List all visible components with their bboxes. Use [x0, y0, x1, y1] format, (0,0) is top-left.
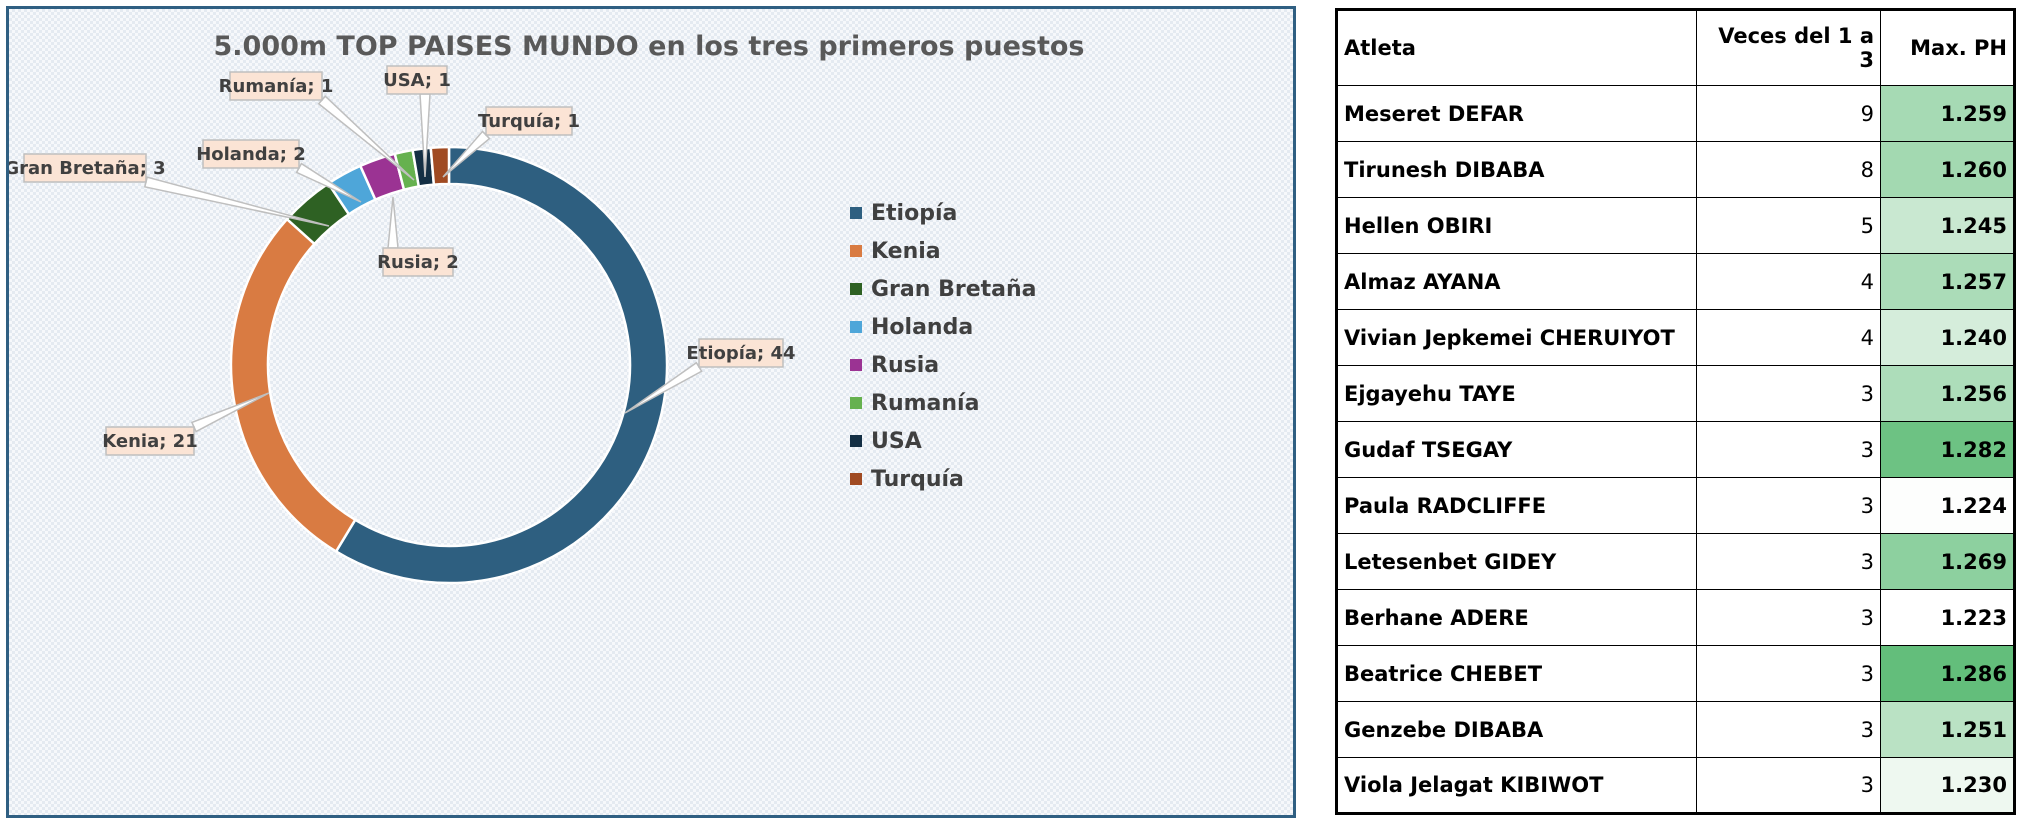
athlete-name: Viola Jelagat KIBIWOT: [1336, 757, 1697, 814]
chart-panel: 5.000m TOP PAISES MUNDO en los tres prim…: [6, 6, 1296, 818]
legend-entry: Etiopía: [871, 201, 957, 226]
data-label: Etiopía; 44: [686, 343, 795, 364]
data-label: USA; 1: [383, 70, 451, 91]
data-label: Kenia; 21: [102, 431, 197, 452]
data-label-box: [386, 65, 448, 95]
legend-swatch: [850, 245, 862, 257]
legend-entry: Gran Bretaña: [871, 277, 1036, 302]
legend-swatch: [850, 321, 862, 333]
times-top3: 3: [1696, 645, 1881, 702]
max-ph: 1.223: [1880, 589, 2015, 646]
times-top3: 3: [1696, 757, 1881, 814]
max-ph: 1.260: [1880, 141, 2015, 198]
athletes-table-panel: Atleta Veces del 1 a 3 Max. PH Meseret D…: [1335, 8, 2016, 815]
header-max-ph: Max. PH: [1880, 9, 2015, 86]
table-row: Genzebe DIBABA 3 1.251: [1336, 701, 2015, 758]
times-top3: 3: [1696, 421, 1881, 478]
data-label-box: [229, 71, 323, 101]
data-label-box: [382, 247, 454, 277]
times-top3: 3: [1696, 365, 1881, 422]
data-label: Holanda; 2: [196, 144, 306, 165]
max-ph: 1.230: [1880, 757, 2015, 814]
table-row: Letesenbet GIDEY 3 1.269: [1336, 533, 2015, 590]
table-row: Paula RADCLIFFE 3 1.224: [1336, 477, 2015, 534]
data-label: Rumanía; 1: [219, 76, 334, 97]
max-ph: 1.259: [1880, 85, 2015, 142]
times-top3: 8: [1696, 141, 1881, 198]
legend-entry: Turquía: [871, 467, 964, 492]
table-row: Gudaf TSEGAY 3 1.282: [1336, 421, 2015, 478]
max-ph: 1.269: [1880, 533, 2015, 590]
chart-title: 5.000m TOP PAISES MUNDO en los tres prim…: [214, 31, 1085, 62]
data-label: Turquía; 1: [478, 111, 580, 132]
donut-slice-1: [229, 217, 357, 554]
max-ph: 1.256: [1880, 365, 2015, 422]
table-row: Almaz AYANA 4 1.257: [1336, 253, 2015, 310]
legend-entry: Kenia: [871, 239, 941, 264]
legend-swatch: [850, 397, 862, 409]
legend-swatch: [850, 207, 862, 219]
legend-swatch: [850, 473, 862, 485]
max-ph: 1.286: [1880, 645, 2015, 702]
max-ph: 1.224: [1880, 477, 2015, 534]
times-top3: 3: [1696, 533, 1881, 590]
max-ph: 1.257: [1880, 253, 2015, 310]
legend-swatch: [850, 283, 862, 295]
athlete-name: Ejgayehu TAYE: [1336, 365, 1697, 422]
data-label-box: [485, 106, 573, 136]
header-veces: Veces del 1 a 3: [1696, 9, 1881, 86]
athlete-name: Meseret DEFAR: [1336, 85, 1697, 142]
table-row: Beatrice CHEBET 3 1.286: [1336, 645, 2015, 702]
athlete-name: Paula RADCLIFFE: [1336, 477, 1697, 534]
leader-line: [143, 176, 330, 227]
athlete-name: Beatrice CHEBET: [1336, 645, 1697, 702]
legend-swatch: [850, 435, 862, 447]
data-label: Rusia; 2: [377, 252, 459, 273]
leader-line: [387, 196, 399, 249]
times-top3: 3: [1696, 589, 1881, 646]
data-label-box: [698, 338, 784, 368]
table-row: Hellen OBIRI 5 1.245: [1336, 197, 2015, 254]
table-row: Viola Jelagat KIBIWOT 3 1.230: [1336, 757, 2015, 814]
athlete-name: Letesenbet GIDEY: [1336, 533, 1697, 590]
data-label-box: [23, 153, 147, 183]
times-top3: 4: [1696, 253, 1881, 310]
header-atleta: Atleta: [1336, 9, 1697, 86]
legend-entry: USA: [871, 429, 922, 454]
athlete-name: Berhane ADERE: [1336, 589, 1697, 646]
data-label-box: [105, 426, 195, 456]
max-ph: 1.282: [1880, 421, 2015, 478]
athlete-name: Vivian Jepkemei CHERUIYOT: [1336, 309, 1697, 366]
table-header-row: Atleta Veces del 1 a 3 Max. PH: [1336, 9, 2015, 86]
table-row: Vivian Jepkemei CHERUIYOT 4 1.240: [1336, 309, 2015, 366]
times-top3: 9: [1696, 85, 1881, 142]
times-top3: 4: [1696, 309, 1881, 366]
legend-entry: Rumanía: [871, 391, 979, 416]
donut-slice-0: [334, 145, 669, 585]
donut-slice-7: [429, 145, 451, 186]
athlete-name: Gudaf TSEGAY: [1336, 421, 1697, 478]
athletes-table: Atleta Veces del 1 a 3 Max. PH Meseret D…: [1335, 8, 2016, 815]
athlete-name: Hellen OBIRI: [1336, 197, 1697, 254]
table-row: Tirunesh DIBABA 8 1.260: [1336, 141, 2015, 198]
table-row: Ejgayehu TAYE 3 1.256: [1336, 365, 2015, 422]
table-row: Meseret DEFAR 9 1.259: [1336, 85, 2015, 142]
athlete-name: Genzebe DIBABA: [1336, 701, 1697, 758]
data-label-box: [202, 139, 300, 169]
donut-chart: 5.000m TOP PAISES MUNDO en los tres prim…: [9, 31, 1085, 585]
table-row: Berhane ADERE 3 1.223: [1336, 589, 2015, 646]
times-top3: 5: [1696, 197, 1881, 254]
legend-entry: Holanda: [871, 315, 973, 340]
max-ph: 1.245: [1880, 197, 2015, 254]
times-top3: 3: [1696, 477, 1881, 534]
legend-entry: Rusia: [871, 353, 939, 378]
athlete-name: Almaz AYANA: [1336, 253, 1697, 310]
data-label: Gran Bretaña; 3: [9, 158, 166, 179]
athlete-name: Tirunesh DIBABA: [1336, 141, 1697, 198]
legend-swatch: [850, 359, 862, 371]
times-top3: 3: [1696, 701, 1881, 758]
max-ph: 1.240: [1880, 309, 2015, 366]
max-ph: 1.251: [1880, 701, 2015, 758]
